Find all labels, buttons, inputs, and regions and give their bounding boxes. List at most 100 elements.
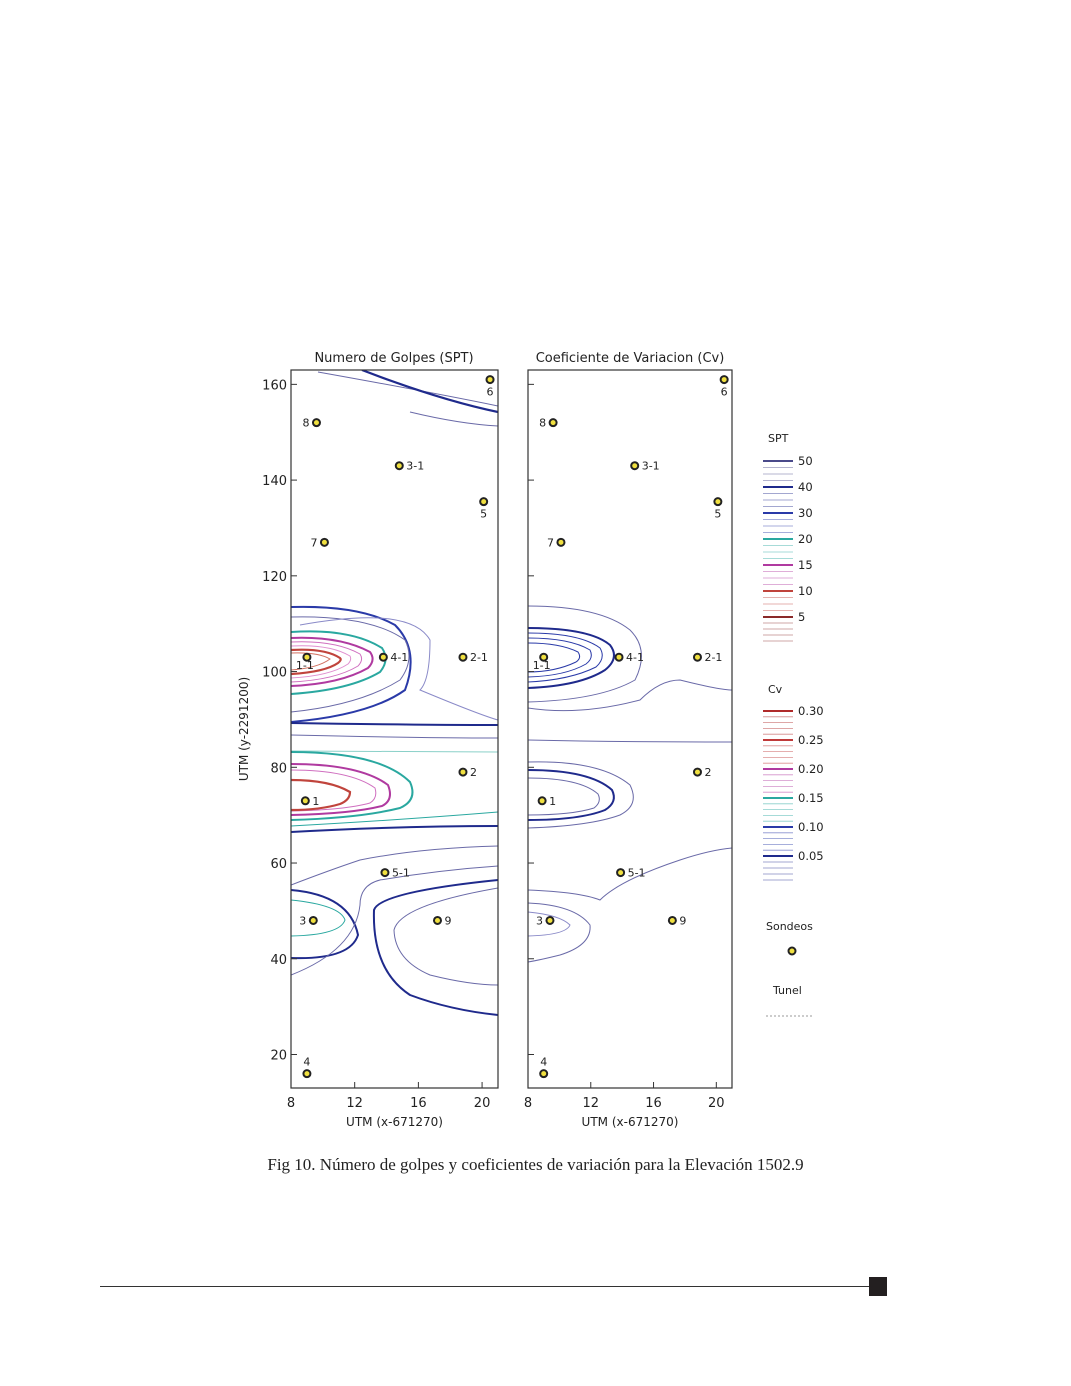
spt-plot-frame	[290, 369, 499, 1089]
y-tick-label: 160	[262, 378, 287, 393]
legend-label: 30	[798, 506, 813, 520]
sondeo-marker	[485, 375, 495, 385]
spt-contour-14-lower	[291, 769, 377, 812]
x-tick-label: 12	[582, 1096, 599, 1111]
sondeo-label: 1	[312, 795, 319, 808]
sondeo-label: 8	[539, 417, 546, 430]
spt-contour-20-lower-b	[291, 811, 498, 827]
sondeo-marker	[432, 915, 442, 925]
sondeo-marker	[302, 652, 312, 662]
cv-contour-0.04-bottom	[528, 911, 571, 937]
sondeo-marker	[667, 915, 677, 925]
sondeo-marker	[548, 418, 558, 428]
spt-contour-50-bottom	[291, 845, 498, 886]
y-tick-label: 60	[270, 857, 287, 872]
sondeo-marker	[556, 537, 566, 547]
spt-contour-20-lower	[291, 751, 414, 821]
cv-contour-0.05-outer	[528, 679, 732, 712]
legend: SPT 50 40 30 20 15 10 5 Cv 0.30 0.25 0.20 0.15 0.1…	[763, 432, 824, 1017]
y-tick-label: 40	[270, 953, 287, 968]
spt-contour-30-lower	[291, 825, 498, 833]
cv-contour-0.07-upper	[528, 637, 592, 678]
footer-block	[869, 1277, 887, 1296]
sondeo-label: 6	[721, 386, 728, 399]
sondeo-marker	[302, 1069, 312, 1079]
y-tick-label: 80	[270, 761, 287, 776]
spt-contour-40-bottom2	[372, 879, 498, 1016]
x-axis-label: UTM (x-671270)	[346, 1115, 443, 1129]
spt-contour-15-upper	[291, 636, 374, 687]
legend-sondeos-label: Sondeos	[766, 920, 813, 933]
sondeo-label: 4	[303, 1056, 310, 1069]
sondeo-label: 4-1	[626, 651, 644, 664]
cv-panel-title: Coeficiente de Variacion (Cv)	[536, 351, 725, 366]
sondeo-marker	[539, 652, 549, 662]
spt-panel-title: Numero de Golpes (SPT)	[314, 351, 473, 366]
sondeo-marker	[713, 497, 723, 507]
spt-contour-12-upper	[291, 645, 352, 679]
legend-label: 50	[798, 454, 813, 468]
x-tick-label: 20	[474, 1096, 491, 1111]
legend-cv-title: Cv	[768, 683, 783, 696]
sondeo-marker	[692, 767, 702, 777]
x-tick-label: 8	[524, 1096, 532, 1111]
legend-label: 0.30	[798, 704, 824, 718]
spt-contour-40-mid	[291, 734, 498, 739]
spt-contour-50-upper	[299, 617, 498, 721]
x-tick-label: 16	[410, 1096, 427, 1111]
sondeo-marker	[479, 497, 489, 507]
sondeo-label: 1-1	[296, 659, 314, 672]
sondeo-marker	[719, 375, 729, 385]
sondeo-label: 6	[487, 386, 494, 399]
spt-contours	[291, 370, 498, 1016]
cv-contour-0.05-bottom	[528, 847, 732, 901]
y-tick-label: 100	[262, 666, 287, 681]
sondeo-label: 2	[470, 766, 477, 779]
x-tick-label: 16	[645, 1096, 662, 1111]
y-axis-label: UTM (y-2291200)	[237, 677, 251, 781]
sondeo-marker	[614, 652, 624, 662]
sondeo-marker	[394, 461, 404, 471]
spt-contour-40-upper	[291, 616, 410, 713]
legend-tunel-label: Tunel	[772, 984, 802, 997]
sondeo-marker	[616, 868, 626, 878]
spt-panel: Numero de Golpes (SPT)	[290, 351, 499, 1089]
spt-contour-30-mid	[291, 722, 498, 726]
cv-contour-0.05-upper	[528, 605, 642, 703]
spt-contour-40	[361, 370, 498, 414]
cv-contour-0.06-upper	[528, 642, 581, 673]
sondeo-label: 4-1	[390, 651, 408, 664]
x-tick-label: 20	[708, 1096, 725, 1111]
sondeo-label: 3-1	[406, 460, 424, 473]
sondeo-label: 5-1	[392, 867, 410, 880]
legend-label: 40	[798, 480, 813, 494]
sondeo-label: 2	[704, 766, 711, 779]
spt-contour-10-lower	[291, 778, 352, 812]
sondeo-label: 1-1	[533, 659, 551, 672]
cv-contour-0.08-lower	[528, 777, 600, 816]
cv-contour-0.10-upper	[528, 627, 615, 689]
figure-caption: Fig 10. Número de golpes y coeficientes …	[267, 1155, 804, 1174]
sondeo-marker	[300, 796, 310, 806]
y-tick-label: 120	[262, 570, 287, 585]
legend-cv-entries: 0.30 0.25 0.20 0.15 0.10 0.05	[763, 704, 824, 881]
spt-contour-40-bottom	[291, 889, 360, 960]
spt-contour-50-bottom3	[393, 887, 498, 986]
x-axis-label: UTM (x-671270)	[582, 1115, 679, 1129]
legend-spt-entries: 50 40 30 20 15 10 5	[763, 454, 813, 642]
sondeo-label: 7	[547, 536, 554, 549]
legend-label: 20	[798, 532, 813, 546]
sondeo-layer: 6 8 3-1 5 7 1-1 4-1 2-1 2 1 5-1 3 9 4 6 8 3-1 5 7 1-1 4-1 2-1…	[296, 375, 729, 1079]
sondeo-marker	[380, 868, 390, 878]
cv-contour-0.10-lower	[528, 769, 615, 821]
sondeo-label: 3	[299, 914, 306, 927]
spt-contour-30-upper	[291, 605, 412, 723]
sondeo-marker	[458, 652, 468, 662]
y-tick-label: 20	[270, 1048, 287, 1063]
sondeo-marker	[311, 418, 321, 428]
cv-contours	[528, 605, 732, 963]
sondeo-marker	[539, 1069, 549, 1079]
sondeo-label: 3-1	[642, 460, 660, 473]
footer-rule	[100, 1286, 870, 1287]
